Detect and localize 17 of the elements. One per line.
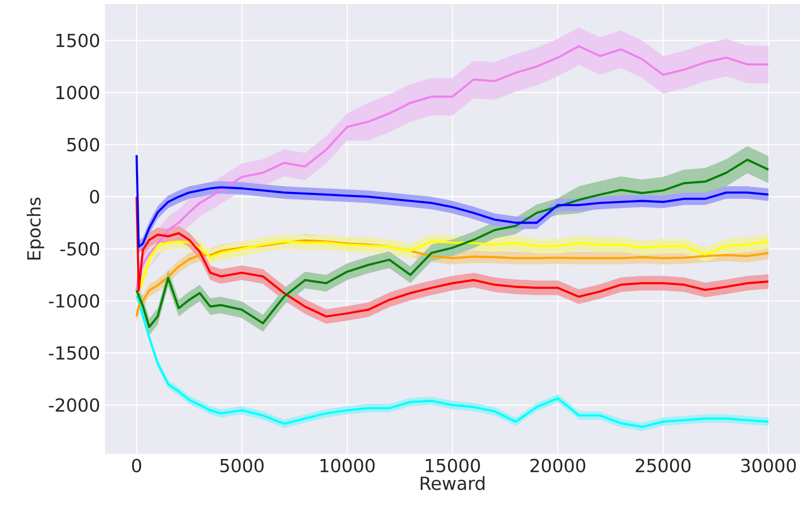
- y-tick-label: 500: [67, 138, 100, 152]
- x-tick-label: 5000: [220, 458, 264, 472]
- y-tick-label: -2000: [48, 398, 100, 412]
- y-tick-label: -1000: [48, 294, 100, 308]
- x-tick-label: 15000: [426, 458, 480, 472]
- x-tick-label: 25000: [636, 458, 691, 472]
- x-tick-label: 0: [132, 458, 142, 472]
- x-tick-label: 20000: [530, 458, 586, 472]
- y-tick-label: -500: [60, 242, 100, 256]
- x-tick-label: 30000: [741, 458, 796, 472]
- y-tick-label: 0: [90, 190, 100, 204]
- y-tick-label: -1500: [48, 346, 100, 360]
- y-tick-label: 1000: [56, 86, 100, 100]
- y-axis-title: Epochs: [26, 198, 44, 260]
- x-tick-label: 10000: [320, 458, 375, 472]
- y-tick-label: 1500: [56, 34, 100, 48]
- x-axis-title: Reward: [420, 476, 484, 490]
